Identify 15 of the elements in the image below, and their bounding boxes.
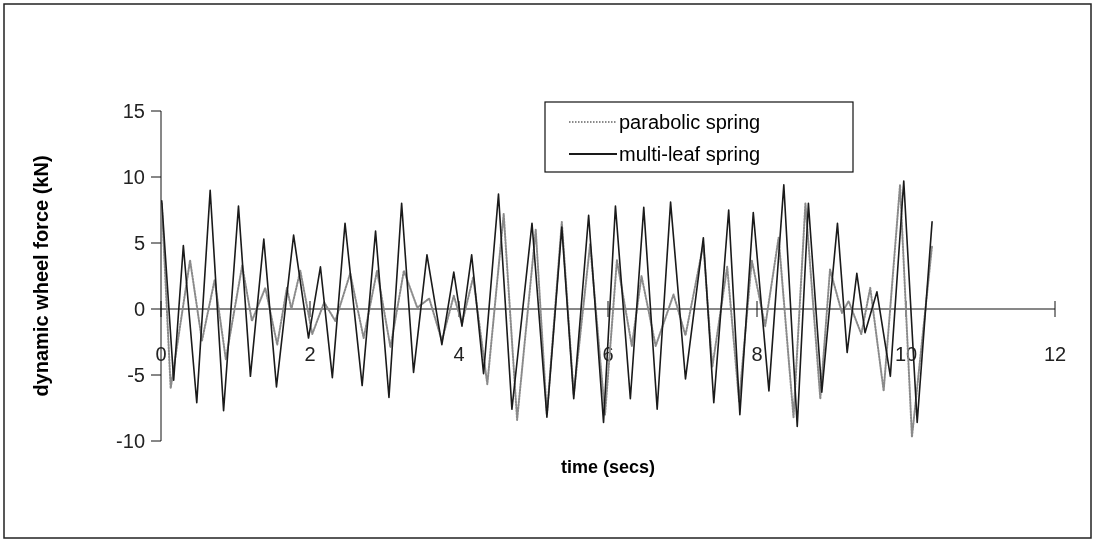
x-tick-label: 12 [1043, 343, 1067, 365]
x-tick-label: 8 [751, 343, 763, 365]
y-tick-label: 15 [122, 100, 145, 122]
x-tick-label: 0 [155, 343, 167, 365]
x-tick-label: 4 [453, 343, 465, 365]
y-tick-label: 0 [133, 298, 145, 320]
legend-label: parabolic spring [619, 111, 761, 133]
legend-label: multi-leaf spring [619, 143, 761, 165]
y-axis-title: dynamic wheel force (kN) [30, 155, 52, 397]
x-axis-title: time (secs) [560, 457, 656, 477]
y-tick-label: 10 [122, 166, 145, 188]
y-tick-label: -5 [127, 364, 145, 386]
y-tick-label: -10 [116, 430, 145, 452]
y-tick-label: 5 [133, 232, 145, 254]
x-tick-label: 2 [304, 343, 316, 365]
